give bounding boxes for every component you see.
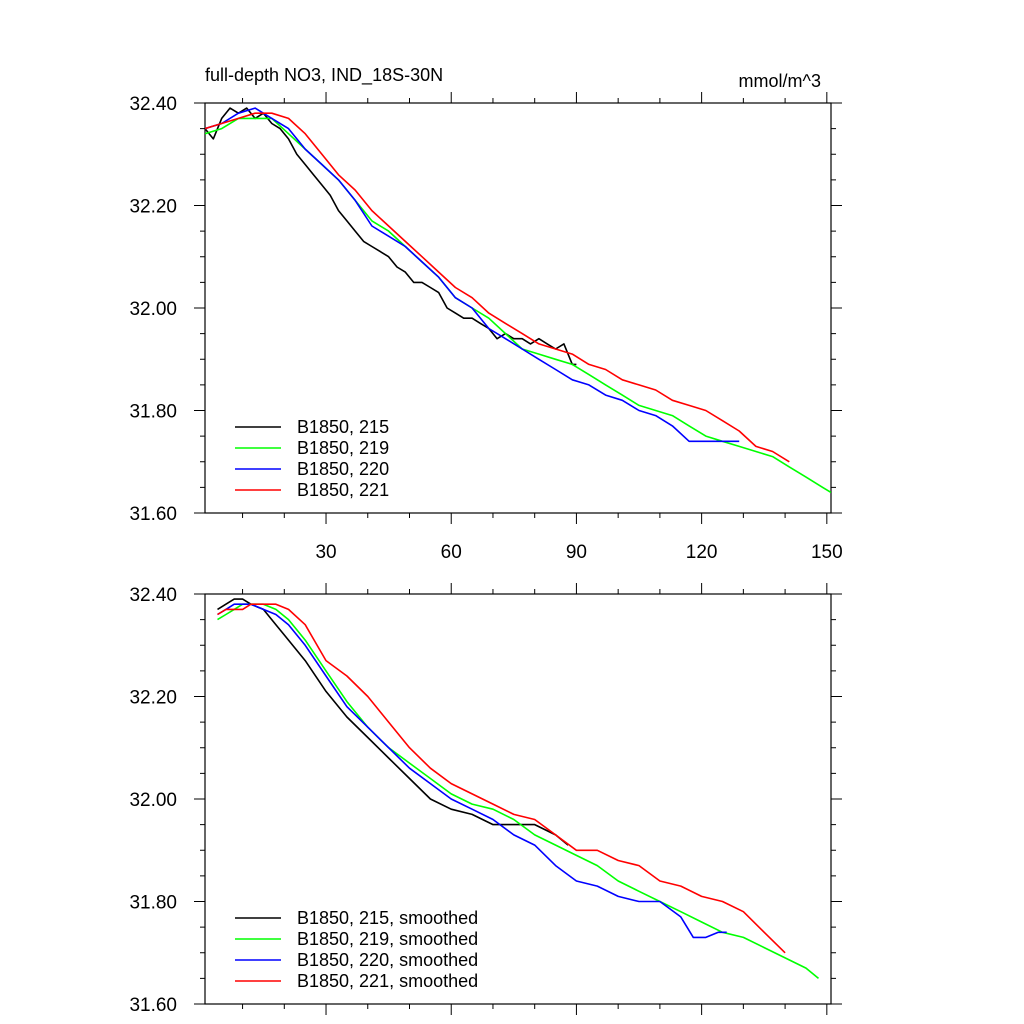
legend-label: B1850, 215, smoothed [297,908,478,928]
y-tick-label: 31.80 [129,402,177,423]
y-tick-label: 31.80 [129,893,177,914]
legend-label: B1850, 221 [297,480,389,500]
units-label: mmol/m^3 [739,71,821,91]
legend-label: B1850, 219 [297,438,389,458]
series-line-4 [217,603,786,954]
x-tick-label: 120 [686,542,718,563]
series-line-1 [217,598,569,846]
legend-label: B1850, 219, smoothed [297,929,478,949]
y-tick-label: 31.60 [129,995,177,1016]
legend-label: B1850, 221, smoothed [297,971,478,991]
chart-panel-2: 31.60 31.80 32.00 32.20 32.40 B1850, 215, smo… [129,583,842,1016]
x-tick-label: 150 [811,542,843,563]
series-line-2 [217,603,820,980]
legend-label: B1850, 220 [297,459,389,479]
y-tick-label: 31.60 [129,504,177,525]
x-tick-label: 60 [441,542,462,563]
x-tick-label: 30 [315,542,336,563]
y-tick-label: 32.40 [129,94,177,115]
legend-label: B1850, 215 [297,417,389,437]
y-tick-label: 32.40 [129,585,177,606]
series-line-1 [205,107,577,366]
chart-panel-1: 31.60 31.80 32.00 32.20 32.40 30 60 90 120 150 ful… [129,65,842,563]
legend-label: B1850, 220, smoothed [297,950,478,970]
y-tick-label: 32.20 [129,197,177,218]
series-line-4 [205,112,790,463]
series-line-3 [217,603,727,939]
chart-title: full-depth NO3, IND_18S-30N [205,65,443,86]
y-tick-label: 32.20 [129,688,177,709]
y-tick-label: 32.00 [129,790,177,811]
y-tick-label: 32.00 [129,299,177,320]
series-line-3 [205,107,740,443]
x-tick-label: 90 [566,542,587,563]
